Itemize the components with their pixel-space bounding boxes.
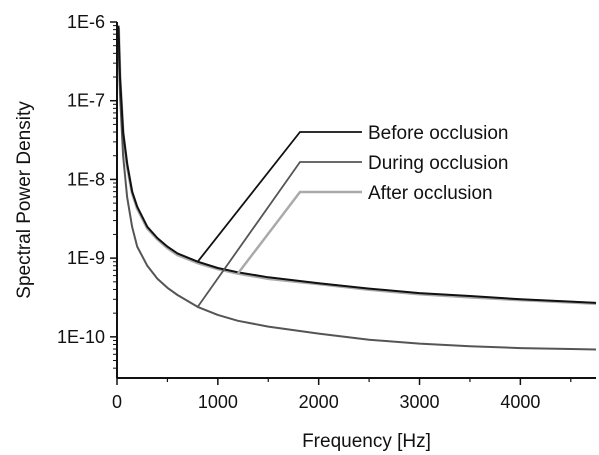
y-tick-label: 1E-7 bbox=[67, 91, 105, 111]
y-tick-label: 1E-8 bbox=[67, 169, 105, 189]
y-tick-label: 1E-10 bbox=[57, 327, 105, 347]
y-axis-label: Spectral Power Density bbox=[14, 101, 35, 299]
x-tick-label: 3000 bbox=[400, 392, 440, 412]
x-tick-label: 0 bbox=[112, 392, 122, 412]
x-tick-label: 2000 bbox=[299, 392, 339, 412]
legend-leader-line bbox=[237, 190, 362, 275]
series-line-2 bbox=[117, 39, 597, 351]
series-line-3 bbox=[117, 27, 597, 305]
y-tick-label: 1E-9 bbox=[67, 248, 105, 268]
x-axis-label: Frequency [Hz] bbox=[302, 431, 431, 452]
legend-entry-label: Before occlusion bbox=[368, 123, 508, 144]
x-tick-label: 4000 bbox=[500, 392, 540, 412]
axes: 0 1000 2000 3000 4000 1E-10 1E-9 1E-8 1E-7 1E-6 bbox=[57, 12, 596, 412]
y-tick-label: 1E-6 bbox=[67, 12, 105, 32]
legend-leader-line bbox=[196, 161, 362, 308]
legend: Before occlusion During occlusion After oc… bbox=[196, 123, 508, 308]
plot-area bbox=[117, 25, 597, 351]
legend-entry-label: During occlusion bbox=[368, 153, 508, 174]
legend-entry-label: After occlusion bbox=[368, 183, 493, 204]
legend-leader-line bbox=[196, 131, 362, 263]
x-tick-label: 1000 bbox=[198, 392, 238, 412]
